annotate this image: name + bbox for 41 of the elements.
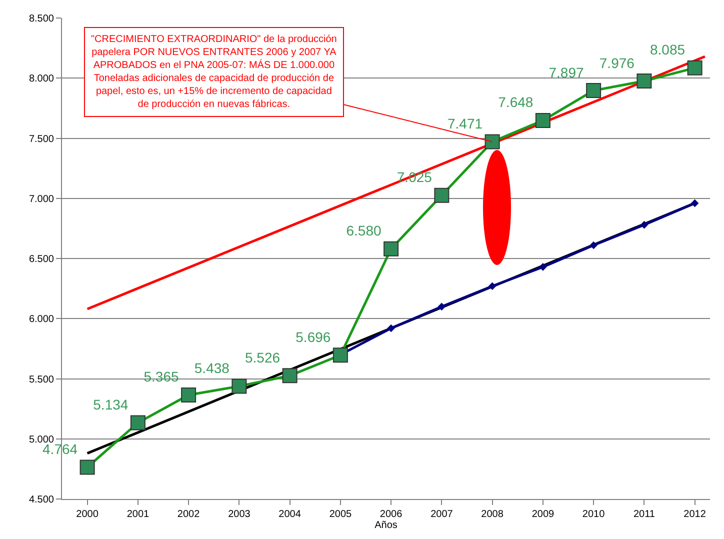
x-tick-label: 2006: [380, 509, 403, 520]
data-label: 7.976: [599, 54, 635, 71]
x-tick-label: 2008: [481, 509, 504, 520]
x-tick-label: 2005: [329, 509, 352, 520]
point: [539, 263, 547, 271]
x-tick-label: 2007: [430, 509, 454, 520]
data-label: 7.897: [548, 64, 584, 80]
point: [690, 199, 699, 208]
point: [438, 302, 446, 310]
data-label: 7.648: [498, 94, 534, 110]
y-tick-label: 7.500: [28, 134, 54, 145]
x-tick-label: 2000: [76, 509, 99, 520]
point: [590, 241, 598, 250]
y-tick-label: 4.500: [28, 494, 54, 506]
data-label: 7.471: [448, 115, 483, 132]
data-label: 6.580: [346, 222, 382, 239]
point: [488, 282, 496, 290]
annotation: "CRECIMIENTO EXTRAORDINARIO" de la producción papelera POR NUEVOS ENTRANTES 2006 y 2007 YA APROBADOS en el PNA 2005-07: MÁS DE 1.000.000 Toneladas adicionales de capacidad de producción de papel, esto es, un +15% de incremento de capacidad de producción en nuevas fábricas.: [91, 34, 337, 110]
x-axis-title: Años: [374, 520, 398, 531]
y-tick-label: 7.000: [28, 194, 54, 205]
x-tick-label: 2001: [126, 509, 150, 520]
y-tick-label: 5.500: [28, 374, 54, 386]
x-tick-label: 2003: [228, 509, 251, 520]
x-tick-label: 2011: [633, 509, 656, 520]
point: [640, 220, 648, 229]
y-tick-label: 6.500: [28, 254, 54, 265]
x-tick-label: 2004: [278, 509, 302, 520]
x-tick-label: 2012: [684, 509, 706, 520]
point: [387, 324, 395, 332]
y-tick-label: 5.000: [28, 434, 54, 446]
data-label: 5.526: [245, 349, 280, 366]
y-tick-label: 8.000: [28, 74, 54, 85]
data-label: 5.438: [194, 360, 230, 376]
x-tick-label: 2009: [532, 509, 554, 520]
x-tick-label: 2002: [177, 509, 200, 520]
y-tick-label: 8.500: [28, 14, 54, 24]
data-label: 5.696: [296, 328, 331, 345]
x-tick-label: 2010: [582, 509, 606, 520]
data-label: 8.085: [650, 42, 686, 58]
y-tick-label: 6.000: [28, 314, 54, 326]
data-label: 5.134: [93, 396, 128, 413]
